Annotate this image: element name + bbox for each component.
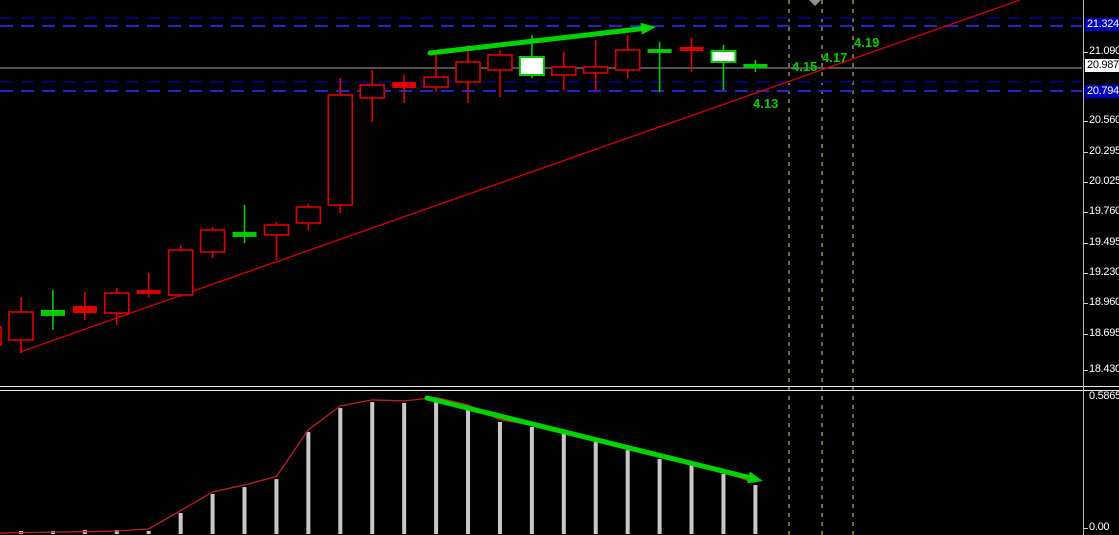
candle-body	[103, 292, 130, 314]
histogram-bar	[561, 431, 566, 534]
histogram-bar	[689, 465, 694, 534]
histogram-bar	[370, 402, 375, 534]
indicator-line	[0, 396, 756, 534]
candle-body	[710, 50, 737, 63]
candle-body	[392, 82, 417, 88]
price-axis-label: 20.794	[1085, 85, 1119, 98]
price-annotation-label: 4.15	[792, 59, 818, 74]
candle-body	[40, 309, 65, 316]
candle-body	[743, 64, 768, 68]
price-axis-label: 19.495	[1089, 236, 1119, 248]
price-axis-label: 21.324	[1085, 18, 1119, 31]
indicator-down-arrow-head	[746, 471, 763, 484]
axis-tick	[1084, 121, 1088, 122]
price-axis-label: 18.430	[1089, 363, 1119, 375]
price-annotation-label: 4.19	[854, 35, 880, 50]
price-annotation-label: 4.17	[822, 50, 848, 65]
indicator-axis-label: 0.5865	[1089, 390, 1119, 402]
candle-body	[167, 249, 194, 296]
histogram-bar	[402, 402, 407, 534]
candle-body	[518, 56, 545, 77]
histogram-bar	[306, 431, 311, 534]
current-price-label: 20.987	[1085, 59, 1119, 72]
momentum-up-arrow	[427, 25, 651, 56]
axis-tick	[1084, 52, 1088, 53]
axis-tick	[1084, 370, 1088, 371]
indicator-axis-label: 0.00	[1089, 521, 1110, 533]
candle-body	[0, 326, 2, 346]
axis-tick	[1084, 334, 1088, 335]
candle-body	[679, 46, 704, 52]
axis-tick	[1084, 528, 1088, 529]
price-axis-label: 21.090	[1089, 45, 1119, 57]
price-axis-label: 20.295	[1089, 145, 1119, 157]
candle-body	[199, 229, 226, 253]
histogram-bar	[753, 484, 758, 534]
histogram-bar	[146, 530, 151, 534]
candle-body	[8, 311, 34, 341]
candle-body	[263, 224, 290, 236]
top-arrow-marker	[809, 0, 821, 6]
price-annotation-label: 4.13	[753, 96, 779, 111]
candle-body	[551, 66, 577, 76]
histogram-bar	[466, 406, 471, 534]
candle-body	[614, 49, 641, 71]
histogram-bar	[178, 512, 183, 534]
axis-tick	[1084, 182, 1088, 183]
candle-body	[232, 232, 257, 237]
histogram-bar	[338, 408, 343, 534]
candle-body	[582, 66, 609, 74]
candle-body	[647, 49, 672, 53]
axis-tick	[1084, 152, 1088, 153]
candle-body	[295, 206, 322, 224]
candle-body	[455, 61, 481, 83]
price-axis-label: 19.760	[1089, 205, 1119, 217]
indicator-down-arrow	[424, 395, 758, 482]
histogram-bar	[529, 427, 534, 534]
histogram-bar	[657, 459, 662, 534]
histogram-bar	[625, 450, 630, 534]
histogram-bar	[721, 473, 726, 534]
axis-tick	[1084, 243, 1088, 244]
histogram-bar	[242, 487, 247, 534]
axis-tick	[1084, 273, 1088, 274]
candle-body	[359, 84, 386, 99]
candle-body	[327, 94, 354, 206]
axis-tick	[1084, 212, 1088, 213]
histogram-bar	[274, 479, 279, 534]
histogram-bar	[434, 399, 439, 534]
histogram-bar	[210, 494, 215, 534]
price-axis-label: 18.960	[1089, 296, 1119, 308]
candle-body	[136, 290, 161, 294]
histogram-bar	[593, 441, 598, 534]
momentum-up-arrow-head	[640, 22, 656, 35]
price-axis-label: 20.025	[1089, 175, 1119, 187]
candle-body	[423, 76, 449, 88]
price-axis[interactable]: 20.987 21.324 21.090 20.794 20.560 20.295 20.…	[1083, 0, 1119, 535]
candle-body	[487, 54, 513, 71]
candle-body	[72, 306, 97, 314]
histogram-bar	[114, 530, 119, 534]
price-axis-label: 20.560	[1089, 114, 1119, 126]
price-axis-label: 18.695	[1089, 327, 1119, 339]
axis-tick	[1084, 303, 1088, 304]
histogram-bar	[497, 421, 502, 534]
trend-line	[19, 0, 1021, 353]
price-axis-label: 19.230	[1089, 266, 1119, 278]
